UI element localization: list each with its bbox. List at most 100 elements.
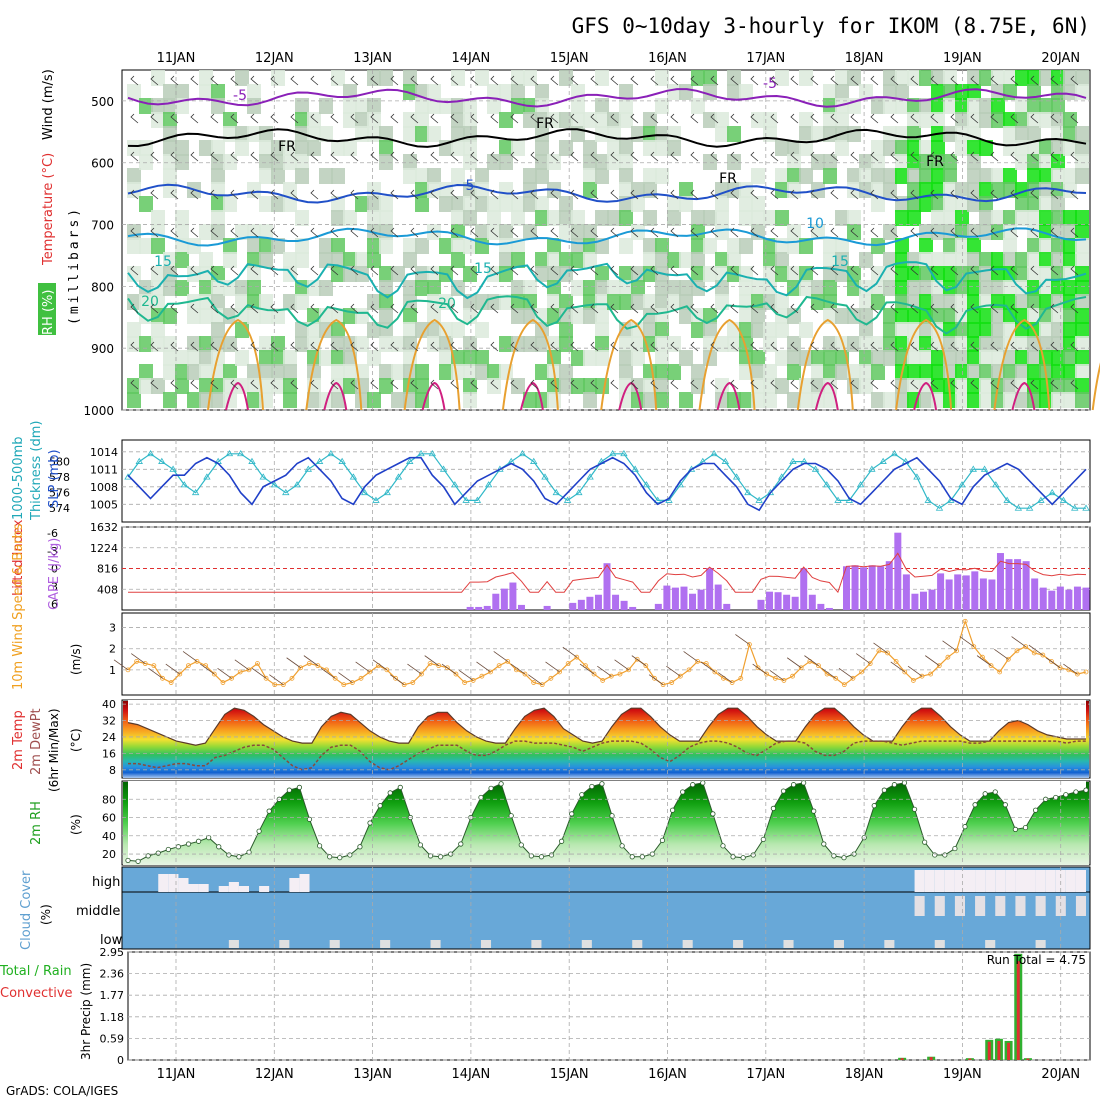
- rh-cell: [883, 168, 897, 184]
- rh-cell: [895, 294, 909, 310]
- rh-cell: [1003, 112, 1017, 128]
- rh-cell: [715, 378, 729, 394]
- rh-cell: [679, 280, 693, 296]
- rh-cell: [475, 196, 489, 212]
- rh-cell: [691, 98, 705, 114]
- wind-barb: [190, 341, 199, 352]
- cloud-high-bar: [188, 884, 199, 892]
- wind-barb: [390, 75, 399, 86]
- rh-cell: [907, 266, 921, 282]
- rh-cell: [451, 168, 465, 184]
- wind-barb: [750, 341, 759, 352]
- rh-cell: [151, 70, 165, 86]
- rh-point: [296, 784, 303, 790]
- wind-speed-point: [910, 678, 916, 683]
- wind-barb: [450, 303, 459, 314]
- rh-cell: [163, 336, 177, 352]
- day-label-bottom: 12JAN: [255, 1067, 294, 1082]
- rh-cell: [991, 364, 1005, 380]
- rh-cell: [799, 140, 813, 156]
- rh-cell: [895, 70, 909, 86]
- wind-barb: [510, 341, 519, 352]
- wind-speed-point: [617, 671, 623, 677]
- wind-barb: [890, 379, 899, 390]
- wind-barb: [150, 189, 159, 200]
- wind-barb: [750, 189, 759, 200]
- rh-cell: [1039, 266, 1053, 282]
- rh-cell: [991, 98, 1005, 114]
- rh-cell: [499, 336, 513, 352]
- rh-cell: [943, 98, 957, 114]
- thickness-point: [473, 496, 482, 503]
- rh-cell: [907, 126, 921, 142]
- rh-cell: [1039, 308, 1053, 324]
- rh-cell: [199, 308, 213, 324]
- cloud-high-bar: [964, 870, 976, 892]
- rh-cell: [943, 210, 957, 226]
- wind-barb: [510, 113, 519, 124]
- rh-cell: [907, 252, 921, 268]
- wind-barb: [230, 379, 239, 390]
- rh-cell: [427, 308, 441, 324]
- wind-speed-point: [539, 682, 545, 688]
- cloud-high-bar: [289, 878, 300, 892]
- wind-barb: [510, 379, 519, 390]
- rh-cell: [355, 252, 369, 268]
- wind-barb: [270, 341, 279, 352]
- rh-point: [740, 855, 746, 861]
- rh-cell: [643, 294, 657, 310]
- rh-cell: [967, 364, 981, 380]
- rh-point: [195, 838, 202, 844]
- wind-barb: [450, 75, 459, 86]
- wind-barb: [1070, 303, 1079, 314]
- rh-cell: [619, 84, 633, 100]
- isotherm-label: FR: [278, 139, 296, 155]
- thickness-point: [146, 450, 155, 457]
- wind-barb: [590, 265, 599, 276]
- cloud-high-bar: [944, 870, 955, 892]
- rh-cell: [775, 238, 789, 254]
- rh-cell: [907, 364, 921, 380]
- wind-barb-10m: [597, 665, 612, 677]
- rh-cell: [1063, 210, 1077, 226]
- cloud-mid-bar: [954, 896, 965, 916]
- rh-cell: [199, 224, 213, 240]
- rh-cell: [163, 350, 177, 366]
- wind-barb-10m: [717, 672, 733, 683]
- wind-speed-point: [125, 667, 131, 673]
- isotherm-line: [127, 295, 1087, 335]
- chart-title: GFS 0~10day 3-hourly for IKOM (8.75E, 6N…: [572, 14, 1090, 38]
- rh-cell: [1075, 154, 1089, 170]
- rh-cell: [991, 168, 1005, 184]
- rh-cell: [1027, 224, 1041, 240]
- rh-cell: [991, 70, 1005, 86]
- rh-cell: [643, 364, 657, 380]
- wind-barb: [730, 113, 739, 124]
- rh-point: [831, 853, 837, 859]
- rh-cell: [163, 154, 177, 170]
- rh-cell: [775, 168, 789, 184]
- thickness-point: [811, 465, 820, 472]
- wind-barb: [810, 227, 819, 238]
- wind-barb: [330, 189, 339, 200]
- thickness-point: [372, 496, 380, 503]
- cape-tick-label: 408: [97, 583, 118, 596]
- rh-cell: [703, 70, 717, 86]
- wind-barb: [750, 303, 759, 314]
- wind-barb: [230, 265, 239, 276]
- rh-cell: [499, 294, 513, 310]
- rh-point: [871, 803, 877, 809]
- wind-speed-point: [488, 669, 493, 675]
- rh-point: [397, 784, 403, 790]
- rh-cell: [559, 378, 573, 394]
- rh-cell: [919, 112, 933, 128]
- rh-cell: [919, 182, 933, 198]
- rh-cell: [895, 210, 909, 226]
- wind-barb-10m: [769, 670, 785, 681]
- rh-cell: [127, 168, 141, 184]
- wind-barb-10m: [890, 661, 905, 673]
- wind-speed-point: [393, 675, 398, 681]
- rh-cell: [475, 294, 489, 310]
- rh-cell: [1003, 238, 1017, 254]
- wind-barb: [950, 227, 959, 238]
